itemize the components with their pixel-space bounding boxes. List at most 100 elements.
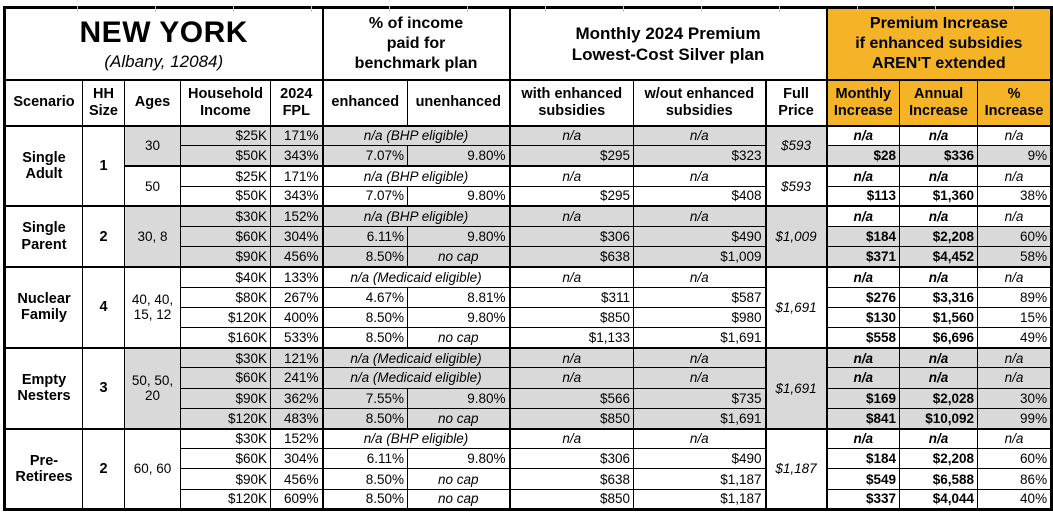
column-header-row: Scenario HH Size Ages Household Income 2… (4, 79, 1053, 127)
annual-increase-cell: $1,560 (899, 306, 979, 329)
income-cell: $30K (180, 427, 271, 450)
fpl-cell: 152% (269, 427, 324, 450)
benchmark-eligibility-cell: n/a (Medicaid eligible) (321, 346, 511, 369)
unenhanced-pct-cell: no cap (407, 488, 511, 511)
pct-increase-cell: n/a (977, 205, 1053, 228)
full-price-cell: $593 (764, 124, 828, 167)
fpl-cell: 171% (269, 124, 324, 147)
with-subsidies-cell: $566 (508, 387, 635, 409)
table-row: $90K 362% 7.55% 9.80% $566 $735 $169 $2,028 30% (5, 387, 1053, 409)
monthly-increase-cell: $276 (825, 286, 901, 308)
table-row: Single Parent 2 30, 8 $30K 152% n/a (BHP elig… (4, 205, 1053, 268)
income-cell: $120K (180, 407, 271, 430)
col-header-2024-fpl: 2024 FPL (269, 79, 324, 127)
monthly-increase-cell: n/a (825, 367, 901, 389)
enhanced-pct-cell: 8.50% (321, 468, 409, 490)
annual-increase-cell: n/a (899, 124, 979, 147)
ages-cell: 40, 40, 15, 12 (124, 265, 181, 349)
table-row: $60K 304% 6.11% 9.80% $306 $490 $184 $2,208 60% (5, 448, 1053, 470)
monthly-increase-cell: n/a (825, 124, 901, 147)
fpl-cell: 304% (269, 448, 324, 470)
col-header-full-price: Full Price (764, 79, 828, 127)
wout-subsidies-cell: n/a (633, 346, 767, 369)
annual-increase-cell: n/a (899, 427, 979, 450)
table-title-cell: NEW YORK (Albany, 12084) (3, 7, 324, 81)
income-cell: $30K (180, 346, 271, 369)
pct-increase-cell: 99% (977, 407, 1053, 430)
monthly-increase-cell: $337 (825, 488, 901, 511)
annual-increase-cell: n/a (899, 205, 979, 228)
pct-increase-cell: 9% (977, 145, 1053, 167)
col-header-pct-increase: % Increase (977, 79, 1053, 127)
unenhanced-pct-cell: no cap (407, 327, 511, 349)
pct-increase-cell: 38% (977, 185, 1053, 207)
wout-subsidies-cell: $587 (633, 286, 767, 308)
enhanced-pct-cell: 6.11% (321, 226, 409, 248)
table-row: $60K 304% 6.11% 9.80% $306 $490 $184 $2,208 60% (5, 226, 1053, 248)
income-cell: $90K (180, 387, 271, 409)
pct-increase-cell: n/a (977, 346, 1053, 369)
annual-increase-cell: $336 (899, 145, 979, 167)
fpl-cell: 241% (269, 367, 324, 389)
enhanced-pct-cell: 7.55% (321, 387, 409, 409)
income-cell: $120K (180, 488, 271, 511)
with-subsidies-cell: $850 (508, 306, 635, 329)
annual-increase-cell: $1,360 (899, 185, 979, 207)
monthly-increase-cell: $184 (825, 226, 901, 248)
unenhanced-pct-cell: no cap (407, 468, 511, 490)
monthly-increase-cell: $130 (825, 306, 901, 329)
group-header-row: NEW YORK (Albany, 12084) % of income pai… (3, 7, 1053, 81)
table-row: $120K 483% 8.50% no cap $850 $1,691 $841 $10,09… (5, 407, 1053, 430)
unenhanced-pct-cell: 9.80% (407, 306, 511, 329)
enhanced-pct-cell: 8.50% (321, 488, 409, 511)
full-price-cell: $593 (764, 164, 828, 207)
col-header-household-income: Household Income (180, 79, 271, 127)
table-row: Nuclear Family 4 40, 40, 15, 12 $40K 133% n/a… (4, 265, 1053, 349)
col-header-wout-enhanced-subsidies: w/out enhanced subsidies (633, 79, 767, 127)
annual-increase-cell: n/a (899, 164, 979, 187)
pct-increase-cell: n/a (977, 265, 1053, 288)
ages-cell: 30 (124, 124, 181, 167)
fpl-cell: 609% (269, 488, 324, 511)
income-cell: $30K (180, 205, 271, 228)
with-subsidies-cell: $295 (508, 145, 635, 167)
income-cell: $60K (180, 448, 271, 470)
annual-increase-cell: n/a (899, 367, 979, 389)
col-header-with-enhanced-subsidies: with enhanced subsidies (508, 79, 635, 127)
unenhanced-pct-cell: 9.80% (407, 448, 511, 470)
annual-increase-cell: $6,696 (899, 327, 979, 349)
fpl-cell: 362% (269, 387, 324, 409)
pct-increase-cell: 60% (977, 448, 1053, 470)
income-cell: $90K (180, 246, 271, 268)
location-subtitle: (Albany, 12084) (104, 52, 224, 72)
with-subsidies-cell: $311 (508, 286, 635, 308)
hh-size-cell: 2 (82, 205, 125, 268)
with-subsidies-cell: $1,133 (508, 327, 635, 349)
col-header-ages: Ages (124, 79, 181, 127)
table-row: Pre-Retirees 2 60, 60 $30K 152% n/a (BHP elig… (4, 427, 1053, 510)
full-price-cell: $1,691 (764, 265, 828, 349)
scenario-cell: Empty Nesters (4, 346, 83, 430)
monthly-increase-cell: n/a (825, 427, 901, 450)
hh-size-cell: 3 (82, 346, 125, 430)
wout-subsidies-cell: n/a (633, 164, 767, 187)
ages-cell: 50, 50, 20 (124, 346, 181, 430)
annual-increase-cell: $4,044 (899, 488, 979, 511)
with-subsidies-cell: n/a (508, 124, 635, 147)
monthly-increase-cell: $549 (825, 468, 901, 490)
monthly-increase-cell: $841 (825, 407, 901, 430)
group-header-increase: Premium Increase if enhanced subsidies A… (825, 7, 1053, 81)
wout-subsidies-cell: $1,009 (633, 246, 767, 268)
with-subsidies-cell: $306 (508, 448, 635, 470)
state-title: NEW YORK (79, 16, 248, 50)
fpl-cell: 456% (269, 246, 324, 268)
monthly-increase-cell: n/a (825, 205, 901, 228)
income-cell: $120K (180, 306, 271, 329)
with-subsidies-cell: n/a (508, 205, 635, 228)
enhanced-pct-cell: 6.11% (321, 448, 409, 470)
table-row: $120K 609% 8.50% no cap $850 $1,187 $337 $4,044… (5, 488, 1053, 511)
monthly-increase-cell: $113 (825, 185, 901, 207)
table-row: $50K 343% 7.07% 9.80% $295 $323 $28 $336 9% (5, 145, 1053, 167)
wout-subsidies-cell: n/a (633, 265, 767, 288)
pct-increase-cell: 58% (977, 246, 1053, 268)
